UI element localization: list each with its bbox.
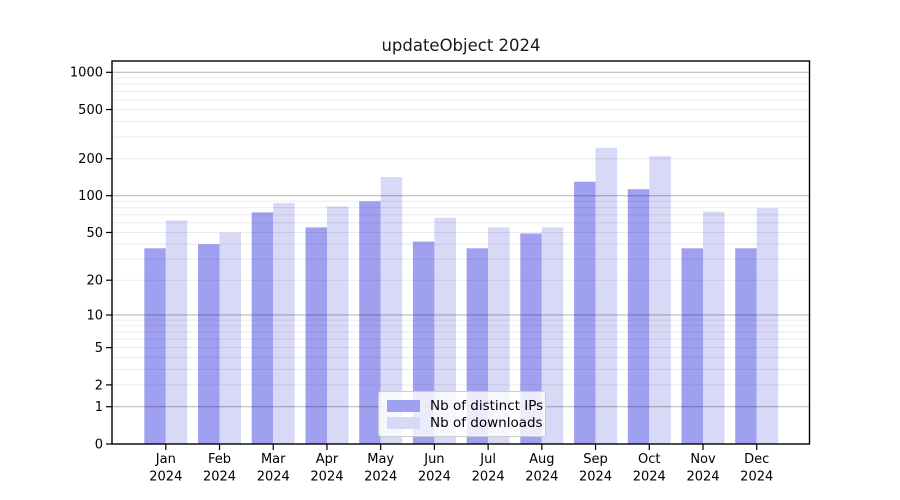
bar-sep-distinct-ips (574, 181, 596, 444)
y-tick-label: 20 (86, 274, 103, 289)
x-tick-label-month: Dec (744, 452, 769, 467)
legend: Nb of distinct IPs Nb of downloads (378, 391, 546, 437)
legend-label-distinct-ips: Nb of distinct IPs (430, 397, 544, 414)
bar-dec-downloads (756, 208, 779, 444)
y-axis-ticks: 0 1 2 5 10 20 50 100 200 500 1000 (70, 66, 112, 452)
x-tick-label-month: Nov (690, 452, 716, 467)
bar-apr-distinct-ips (305, 227, 327, 444)
bar-may-downloads (380, 177, 403, 444)
bar-dec-distinct-ips (735, 248, 757, 444)
minor-gridlines (112, 77, 810, 386)
x-tick-label-month: Oct (638, 452, 660, 467)
bar-aug-downloads (541, 227, 564, 444)
bar-jun-downloads (434, 217, 456, 444)
y-tick-label: 200 (78, 152, 103, 167)
bar-mar-downloads (273, 203, 295, 444)
legend-label-downloads: Nb of downloads (430, 415, 543, 432)
x-tick-label-year: 2024 (418, 470, 451, 485)
y-tick-label: 1000 (70, 66, 103, 81)
bar-jan-distinct-ips (144, 248, 166, 444)
x-tick-label-year: 2024 (257, 470, 290, 485)
y-tick-label: 50 (86, 226, 103, 241)
axes-spines (111, 60, 811, 445)
bar-nov-distinct-ips (681, 248, 703, 444)
x-tick-label-month: Aug (529, 452, 554, 467)
x-tick-label-year: 2024 (310, 470, 343, 485)
x-tick-label-month: Apr (316, 452, 339, 467)
y-tick-label: 500 (78, 103, 103, 118)
x-tick-label-month: Mar (261, 452, 286, 467)
legend-item-distinct-ips: Nb of distinct IPs (387, 397, 543, 414)
y-tick-label: 0 (95, 437, 103, 452)
y-tick-label: 100 (78, 189, 103, 204)
bar-may-distinct-ips (359, 201, 381, 444)
bar-apr-downloads (327, 206, 349, 444)
y-tick-label: 5 (95, 341, 103, 356)
bar-jan-downloads (165, 220, 188, 444)
x-tick-label-year: 2024 (472, 470, 505, 485)
x-tick-label-month: Jul (479, 452, 496, 467)
y-tick-label: 10 (86, 308, 103, 323)
bar-feb-downloads (219, 232, 241, 444)
x-tick-label-month: Jan (155, 452, 176, 467)
bar-mar-distinct-ips (251, 212, 274, 444)
y-tick-label: 1 (95, 400, 103, 415)
bar-oct-downloads (649, 156, 671, 444)
legend-item-downloads: Nb of downloads (387, 415, 543, 432)
x-tick-label-month: Jun (423, 452, 444, 467)
x-tick-label-year: 2024 (525, 470, 558, 485)
y-tick-label: 2 (95, 378, 103, 393)
x-tick-label-month: Feb (208, 452, 231, 467)
x-tick-label-year: 2024 (203, 470, 236, 485)
bar-sep-downloads (595, 147, 618, 445)
legend-swatch-downloads (387, 417, 420, 430)
legend-swatch-distinct-ips (387, 399, 420, 412)
bar-jul-downloads (488, 227, 510, 444)
chart-title: updateObject 2024 (381, 36, 541, 55)
bar-feb-distinct-ips (198, 244, 220, 444)
plot-border (111, 60, 811, 445)
x-tick-label-year: 2024 (579, 470, 612, 485)
x-tick-label-year: 2024 (686, 470, 719, 485)
bar-nov-downloads (703, 211, 725, 444)
x-tick-label-year: 2024 (740, 470, 773, 485)
bar-oct-distinct-ips (627, 189, 650, 444)
x-tick-label-month: May (367, 452, 394, 467)
x-tick-label-year: 2024 (364, 470, 397, 485)
x-tick-label-year: 2024 (149, 470, 182, 485)
x-tick-label-year: 2024 (633, 470, 666, 485)
x-tick-label-month: Sep (583, 452, 608, 467)
x-axis-ticks: Jan 2024 Feb 2024 Mar 2024 Apr 2024 May 2024 Jun 20… (149, 444, 773, 485)
